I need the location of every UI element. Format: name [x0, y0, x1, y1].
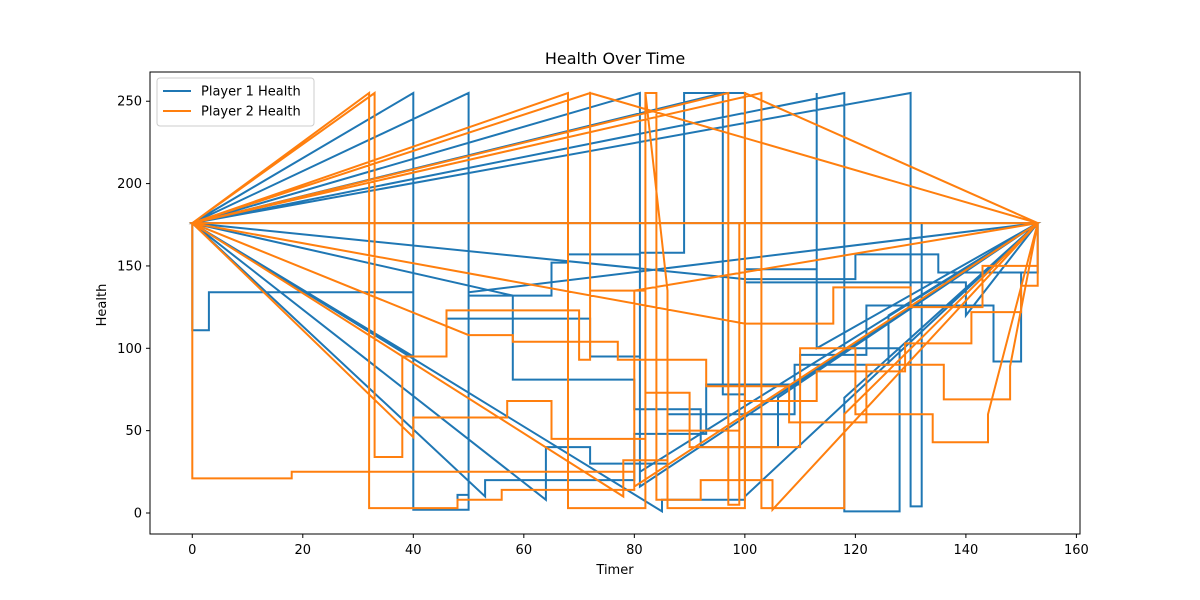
legend: Player 1 Health Player 2 Health — [156, 77, 315, 127]
x-tick-label: 120 — [843, 543, 868, 558]
plot-area — [149, 71, 1081, 535]
y-tick-label: 50 — [125, 424, 142, 439]
y-tick-label: 250 — [117, 95, 142, 110]
series-line-player-1 — [188, 91, 1042, 514]
x-tick-label: 20 — [295, 543, 312, 558]
series-line-player-2 — [188, 91, 1042, 513]
y-tick-label: 100 — [117, 342, 142, 357]
axes-frame — [149, 71, 1081, 535]
x-axis-ticks: 0 20 40 60 80 100 120 140 160 — [188, 534, 1089, 558]
y-axis-ticks: 0 50 100 150 200 250 — [117, 95, 150, 522]
x-tick-label: 160 — [1064, 543, 1089, 558]
x-tick-label: 80 — [626, 543, 643, 558]
legend-box — [156, 77, 315, 127]
x-axis-title: Timer — [595, 563, 634, 578]
x-tick-label: 60 — [516, 543, 533, 558]
y-tick-label: 200 — [117, 177, 142, 192]
series-layer — [188, 91, 1042, 514]
x-tick-label: 140 — [953, 543, 978, 558]
legend-label-player-1: Player 1 Health — [201, 85, 301, 100]
x-tick-label: 100 — [732, 543, 757, 558]
chart-title: Health Over Time — [545, 49, 685, 68]
y-tick-label: 0 — [134, 507, 142, 522]
x-tick-label: 40 — [405, 543, 422, 558]
y-tick-label: 150 — [117, 259, 142, 274]
y-axis-title: Health — [95, 284, 110, 327]
x-tick-label: 0 — [188, 543, 196, 558]
legend-label-player-2: Player 2 Health — [201, 105, 301, 120]
